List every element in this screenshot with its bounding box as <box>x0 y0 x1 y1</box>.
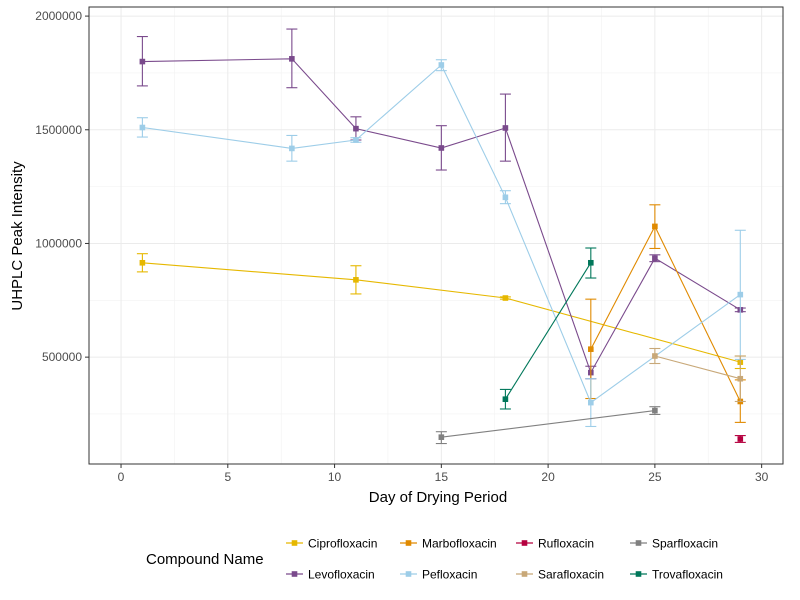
legend-key-marker <box>635 571 642 577</box>
data-point-levofloxacin <box>502 125 509 131</box>
data-point-pefloxacin <box>588 399 594 406</box>
legend-label-ciprofloxacin: Ciprofloxacin <box>308 537 377 551</box>
x-tick-label: 25 <box>648 470 662 484</box>
data-point-pefloxacin <box>289 145 295 152</box>
series-ciprofloxacin <box>136 253 746 370</box>
series-rufloxacin <box>734 435 746 443</box>
x-tick-label: 0 <box>118 470 125 484</box>
legend-key-marker <box>521 571 528 577</box>
series-levofloxacin <box>136 28 746 380</box>
legend-item-rufloxacin: Rufloxacin <box>516 537 594 551</box>
legend-key-marker <box>635 540 642 546</box>
grid <box>89 7 783 464</box>
data-point-trovafloxacin <box>588 259 594 266</box>
legend-key-marker <box>291 571 298 577</box>
legend-title: Compound Name <box>146 551 264 568</box>
legend-label-pefloxacin: Pefloxacin <box>422 568 477 582</box>
legend-key-marker <box>405 571 412 577</box>
legend-item-sarafloxacin: Sarafloxacin <box>516 568 604 582</box>
legend-label-sarafloxacin: Sarafloxacin <box>538 568 604 582</box>
series-line-trovafloxacin <box>504 262 592 400</box>
series-line-marbofloxacin <box>590 225 741 402</box>
data-point-sparfloxacin <box>438 434 445 440</box>
legend-item-pefloxacin: Pefloxacin <box>400 568 477 582</box>
legend: Ciprofloxacin Levofloxacin Marbofloxacin Pe… <box>286 537 723 582</box>
data-point-ciprofloxacin <box>353 277 359 283</box>
series-sparfloxacin <box>435 406 661 445</box>
legend-item-marbofloxacin: Marbofloxacin <box>400 537 497 551</box>
legend-key-marker <box>405 540 412 546</box>
y-tick-label: 2000000 <box>35 9 82 23</box>
plot-panel-border <box>88 6 784 465</box>
data-point-levofloxacin <box>139 58 146 65</box>
data-point-sparfloxacin <box>652 407 658 414</box>
legend-item-levofloxacin: Levofloxacin <box>286 568 375 582</box>
data-point-ciprofloxacin <box>502 295 509 301</box>
y-axis-title: UHPLC Peak Intensity <box>9 161 26 311</box>
series-trovafloxacin <box>499 247 597 410</box>
series-sarafloxacin <box>649 347 746 403</box>
legend-label-marbofloxacin: Marbofloxacin <box>422 537 497 551</box>
x-tick-label: 30 <box>755 470 769 484</box>
data-point-marbofloxacin <box>652 223 658 230</box>
series-line-sparfloxacin <box>441 410 655 438</box>
legend-label-trovafloxacin: Trovafloxacin <box>652 568 723 582</box>
legend-item-sparfloxacin: Sparfloxacin <box>630 537 718 551</box>
legend-item-ciprofloxacin: Ciprofloxacin <box>286 537 377 551</box>
data-point-marbofloxacin <box>588 346 594 352</box>
y-tick-label: 1000000 <box>35 236 82 250</box>
legend-label-rufloxacin: Rufloxacin <box>538 537 594 551</box>
series-line-sarafloxacin <box>654 355 741 380</box>
data-point-sarafloxacin <box>652 353 658 359</box>
x-axis-title: Day of Drying Period <box>369 489 507 506</box>
data-point-sarafloxacin <box>737 375 744 382</box>
series-line-levofloxacin <box>142 58 741 374</box>
x-axis: 0 5 10 15 20 25 30 <box>118 464 769 484</box>
data-point-rufloxacin <box>737 436 744 442</box>
x-tick-label: 20 <box>541 470 555 484</box>
data-point-pefloxacin <box>353 137 359 143</box>
legend-key-marker <box>291 540 298 546</box>
data-point-levofloxacin <box>289 56 295 62</box>
series-layer <box>136 28 746 445</box>
data-point-pefloxacin <box>438 62 445 68</box>
data-point-trovafloxacin <box>502 396 509 403</box>
y-tick-label: 500000 <box>42 350 82 364</box>
legend-label-levofloxacin: Levofloxacin <box>308 568 375 582</box>
y-axis: 500000 1000000 1500000 2000000 <box>35 9 89 364</box>
data-point-levofloxacin <box>353 125 359 132</box>
data-point-pefloxacin <box>139 124 146 131</box>
legend-label-sparfloxacin: Sparfloxacin <box>652 537 718 551</box>
y-tick-label: 1500000 <box>35 123 82 137</box>
legend-key-marker <box>521 540 528 546</box>
data-point-levofloxacin <box>438 145 445 151</box>
x-tick-label: 10 <box>328 470 342 484</box>
data-point-levofloxacin <box>652 255 658 262</box>
data-point-pefloxacin <box>737 291 744 298</box>
data-point-ciprofloxacin <box>139 259 146 266</box>
data-point-pefloxacin <box>502 194 509 201</box>
legend-item-trovafloxacin: Trovafloxacin <box>630 568 723 582</box>
x-tick-label: 5 <box>224 470 231 484</box>
series-line-ciprofloxacin <box>142 262 741 363</box>
x-tick-label: 15 <box>435 470 449 484</box>
